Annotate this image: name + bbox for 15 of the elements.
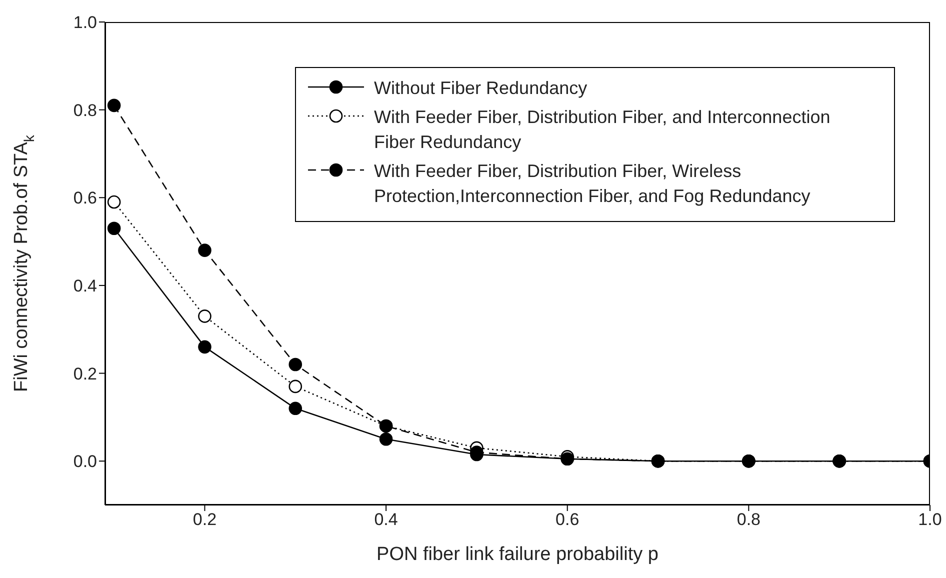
y-tick-label: 0.6 bbox=[73, 188, 97, 208]
y-tick-label: 0.4 bbox=[73, 276, 97, 296]
y-tick-label: 0.2 bbox=[73, 364, 97, 384]
x-tick-label: 0.6 bbox=[556, 510, 580, 530]
x-tick-label: 0.8 bbox=[736, 510, 760, 530]
x-tick-label: 1.0 bbox=[918, 510, 942, 530]
x-tick-label: 0.4 bbox=[374, 510, 398, 530]
y-tick-label: 0.8 bbox=[73, 100, 97, 120]
legend-label: With Feeder Fiber, Distribution Fiber, Wireless Protection,Interconnection Fiber, and Fog Redundancy bbox=[374, 160, 812, 208]
y-tick-label: 0.0 bbox=[73, 452, 97, 472]
y-tick-label: 1.0 bbox=[73, 13, 97, 32]
x-tick-label: 0.2 bbox=[192, 510, 217, 530]
x-axis-title: PON fiber link failure probability p bbox=[376, 544, 658, 565]
legend-label: Without Fiber Redundancy bbox=[374, 77, 588, 100]
legend-label: With Feeder Fiber, Distribution Fiber, and Interconnection Fiber Redundancy bbox=[374, 106, 832, 154]
